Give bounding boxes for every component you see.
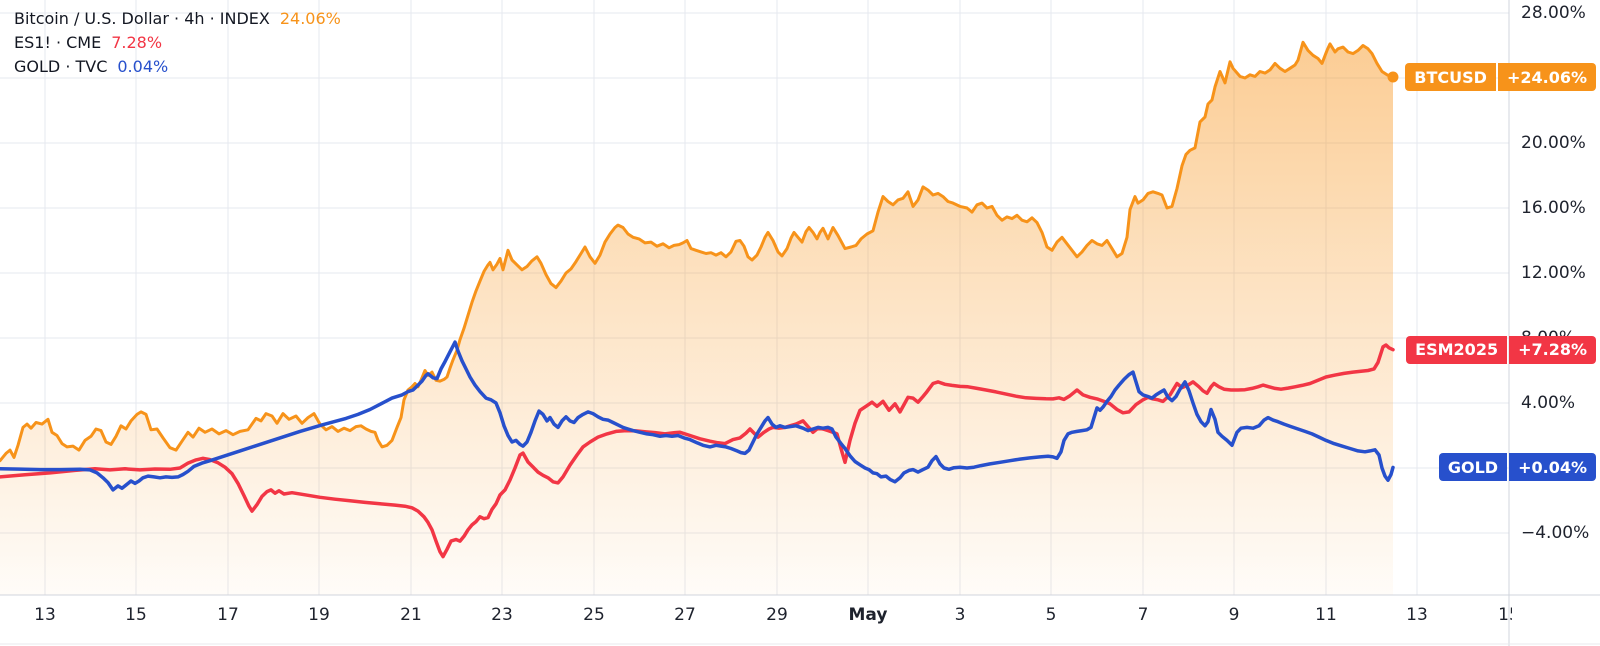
price-axis-label: 4.00% <box>1521 393 1576 413</box>
time-axis-label: May <box>848 605 888 625</box>
legend-symbol-title: ES1! · CME <box>14 32 102 52</box>
price-axis-label: 16.00% <box>1521 198 1586 218</box>
legend-row-gold[interactable]: GOLD · TVC 0.04% <box>14 54 341 78</box>
price-axis-label: −4.00% <box>1521 523 1590 543</box>
time-axis-label: 15 <box>125 605 147 625</box>
legend-symbol-title: Bitcoin / U.S. Dollar · 4h · INDEX <box>14 8 270 28</box>
btc-area-fill <box>0 42 1393 596</box>
gold-line[interactable] <box>0 340 1395 492</box>
price-badge-symbol: BTCUSD <box>1405 63 1496 92</box>
price-badge-btcusd[interactable]: BTCUSD +24.06% <box>1405 63 1596 92</box>
legend-change-value: 24.06% <box>279 8 341 28</box>
price-badge-symbol: GOLD <box>1438 453 1508 482</box>
price-badge-esm2025[interactable]: ESM2025 +7.28% <box>1406 335 1596 364</box>
price-axis-label: 12.00% <box>1521 263 1586 283</box>
time-axis-label: 23 <box>491 605 513 625</box>
legend: Bitcoin / U.S. Dollar · 4h · INDEX 24.06… <box>14 6 341 78</box>
time-axis-label: 21 <box>400 605 422 625</box>
price-axis[interactable] <box>1510 0 1600 646</box>
time-axis-label: 17 <box>217 605 239 625</box>
time-axis-label: 7 <box>1137 605 1149 625</box>
time-axis-label: 25 <box>583 605 605 625</box>
price-badge-value: +0.04% <box>1509 453 1596 482</box>
legend-change-value: 0.04% <box>117 56 169 76</box>
time-axis-label: 13 <box>34 605 56 625</box>
legend-symbol-title: GOLD · TVC <box>14 56 108 76</box>
price-axis-label: 28.00% <box>1521 3 1586 23</box>
legend-row-es1[interactable]: ES1! · CME 7.28% <box>14 30 341 54</box>
price-badge-gold[interactable]: GOLD +0.04% <box>1438 453 1596 482</box>
time-axis-label: 29 <box>766 605 788 625</box>
time-axis-label: 15 <box>1498 605 1512 625</box>
time-axis-label: 19 <box>308 605 330 625</box>
price-badge-value: +7.28% <box>1509 335 1596 364</box>
price-axis-label: 20.00% <box>1521 133 1586 153</box>
time-axis-label: 11 <box>1315 605 1337 625</box>
legend-row-btcusd[interactable]: Bitcoin / U.S. Dollar · 4h · INDEX 24.06… <box>14 6 341 30</box>
btc-end-dot <box>1387 71 1399 83</box>
time-axis-label: 3 <box>954 605 966 625</box>
time-axis-label: 13 <box>1406 605 1428 625</box>
time-axis-label: 27 <box>674 605 696 625</box>
btc-line[interactable] <box>0 40 1395 463</box>
price-badge-value: +24.06% <box>1497 63 1596 92</box>
time-axis-label: 9 <box>1228 605 1240 625</box>
price-badge-symbol: ESM2025 <box>1406 335 1508 364</box>
legend-change-value: 7.28% <box>111 32 163 52</box>
time-axis-label: 5 <box>1045 605 1057 625</box>
time-axis[interactable]: 13 15 17 19 21 23 25 27 29 May 3 5 7 9 11 13 15 <box>0 597 1512 639</box>
